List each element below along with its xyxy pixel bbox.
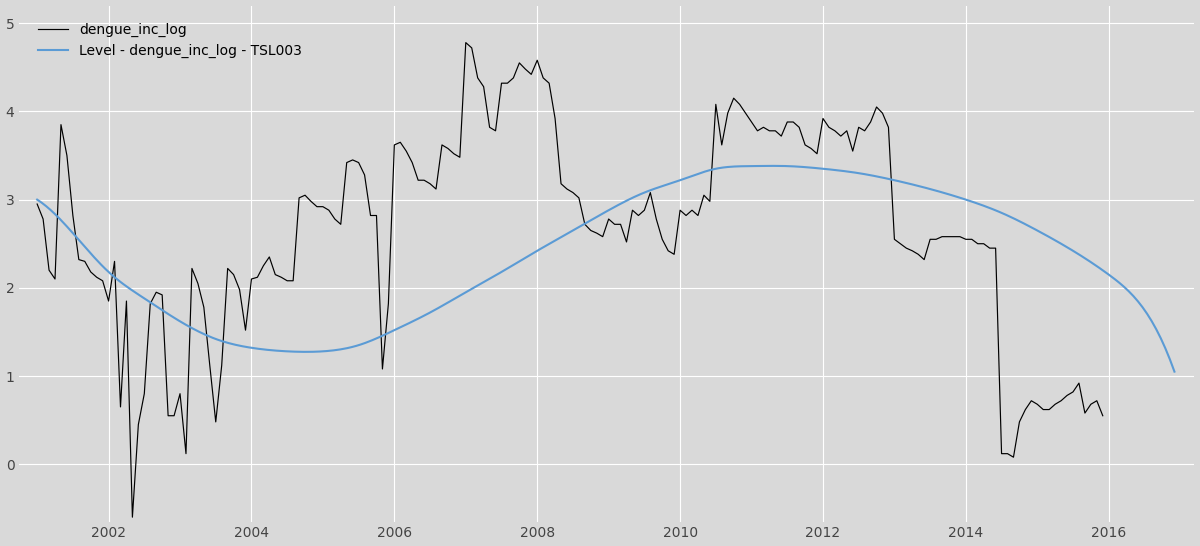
dengue_inc_log	[125, 514, 139, 520]
Line: dengue_inc_log: dengue_inc_log	[37, 43, 1103, 517]
Level - dengue_inc_log - TSL003	[1168, 369, 1182, 375]
Level - dengue_inc_log - TSL003	[766, 163, 780, 169]
dengue_inc_log	[440, 145, 455, 152]
dengue_inc_log	[989, 245, 1003, 251]
dengue_inc_log	[30, 201, 44, 207]
Level - dengue_inc_log - TSL003	[577, 221, 592, 227]
dengue_inc_log	[161, 412, 175, 419]
Level - dengue_inc_log - TSL003	[30, 197, 44, 203]
dengue_inc_log	[458, 39, 473, 46]
Level - dengue_inc_log - TSL003	[965, 198, 979, 205]
dengue_inc_log	[256, 263, 270, 269]
dengue_inc_log	[1072, 380, 1086, 387]
Line: Level - dengue_inc_log - TSL003: Level - dengue_inc_log - TSL003	[37, 166, 1175, 372]
Level - dengue_inc_log - TSL003	[1142, 314, 1157, 321]
Level - dengue_inc_log - TSL003	[570, 225, 584, 232]
Level - dengue_inc_log - TSL003	[707, 166, 721, 173]
dengue_inc_log	[48, 276, 62, 282]
dengue_inc_log	[1096, 412, 1110, 419]
Level - dengue_inc_log - TSL003	[646, 186, 660, 193]
Legend: dengue_inc_log, Level - dengue_inc_log - TSL003: dengue_inc_log, Level - dengue_inc_log -…	[32, 17, 307, 64]
